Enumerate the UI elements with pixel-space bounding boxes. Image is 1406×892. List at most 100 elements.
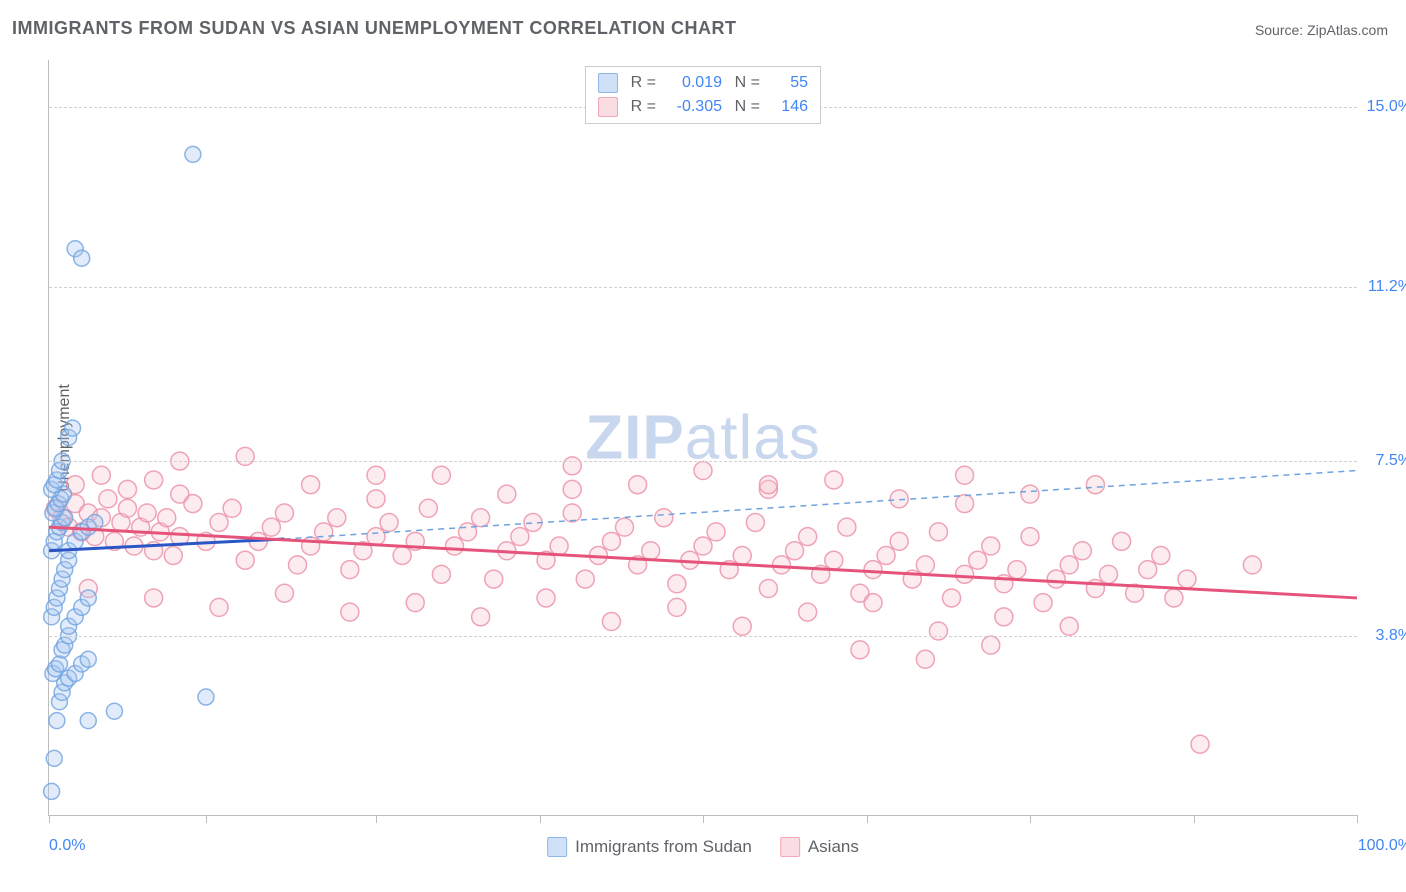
data-point: [198, 689, 214, 705]
data-point: [498, 485, 516, 503]
legend-label-asians: Asians: [808, 837, 859, 857]
legend-label-sudan: Immigrants from Sudan: [575, 837, 752, 857]
data-point: [602, 532, 620, 550]
r-label: R =: [628, 71, 656, 95]
data-point: [1086, 476, 1104, 494]
data-point: [563, 480, 581, 498]
data-point: [210, 598, 228, 616]
data-point: [328, 509, 346, 527]
data-point: [106, 703, 122, 719]
data-point: [786, 542, 804, 560]
data-point: [158, 509, 176, 527]
data-point: [733, 617, 751, 635]
data-point: [49, 713, 65, 729]
data-point: [289, 556, 307, 574]
data-point: [537, 589, 555, 607]
n-value-asians: 146: [770, 95, 808, 119]
n-value-sudan: 55: [770, 71, 808, 95]
swatch-sudan: [598, 73, 618, 93]
data-point: [511, 528, 529, 546]
grid-line: [49, 287, 1357, 288]
grid-line: [49, 461, 1357, 462]
data-point: [236, 447, 254, 465]
data-point: [74, 250, 90, 266]
data-point: [1047, 570, 1065, 588]
data-point: [1113, 532, 1131, 550]
data-point: [576, 570, 594, 588]
data-point: [1060, 556, 1078, 574]
data-point: [969, 551, 987, 569]
data-point: [406, 594, 424, 612]
data-point: [138, 504, 156, 522]
r-value-sudan: 0.019: [666, 71, 722, 95]
data-point: [890, 490, 908, 508]
data-point: [929, 523, 947, 541]
data-point: [916, 556, 934, 574]
data-point: [1034, 594, 1052, 612]
data-point: [145, 589, 163, 607]
data-point: [1060, 617, 1078, 635]
chart-title: IMMIGRANTS FROM SUDAN VS ASIAN UNEMPLOYM…: [12, 18, 736, 39]
data-point: [563, 504, 581, 522]
data-point: [341, 561, 359, 579]
data-point: [472, 608, 490, 626]
data-point: [864, 561, 882, 579]
data-point: [432, 466, 450, 484]
data-point: [92, 466, 110, 484]
data-point: [864, 594, 882, 612]
data-point: [80, 590, 96, 606]
data-point: [1139, 561, 1157, 579]
data-point: [825, 471, 843, 489]
swatch-sudan-bottom: [547, 837, 567, 857]
data-point: [772, 556, 790, 574]
data-point: [629, 476, 647, 494]
data-point: [459, 523, 477, 541]
legend-correlation: R = 0.019 N = 55 R = -0.305 N = 146: [585, 66, 821, 124]
r-label: R =: [628, 95, 656, 119]
data-point: [1152, 546, 1170, 564]
data-point: [1021, 528, 1039, 546]
data-point: [171, 485, 189, 503]
data-point: [877, 546, 895, 564]
data-point: [825, 551, 843, 569]
data-point: [445, 537, 463, 555]
legend-series: Immigrants from Sudan Asians: [547, 837, 859, 857]
data-point: [851, 641, 869, 659]
data-point: [616, 518, 634, 536]
data-point: [655, 509, 673, 527]
data-point: [210, 513, 228, 531]
data-point: [380, 513, 398, 531]
data-point: [302, 476, 320, 494]
data-point: [956, 495, 974, 513]
x-tick: [1194, 815, 1195, 823]
data-point: [164, 546, 182, 564]
data-point: [642, 542, 660, 560]
legend-item-sudan: Immigrants from Sudan: [547, 837, 752, 857]
swatch-asians: [598, 97, 618, 117]
data-point: [602, 613, 620, 631]
data-point: [929, 622, 947, 640]
data-point: [223, 499, 241, 517]
y-tick-label: 15.0%: [1367, 98, 1406, 116]
svg-scatter-layer: [49, 60, 1357, 815]
x-tick: [49, 815, 50, 823]
data-point: [341, 603, 359, 621]
x-tick: [540, 815, 541, 823]
data-point: [80, 651, 96, 667]
x-tick: [376, 815, 377, 823]
data-point: [1243, 556, 1261, 574]
x-tick: [703, 815, 704, 823]
data-point: [890, 532, 908, 550]
data-point: [118, 480, 136, 498]
data-point: [1008, 561, 1026, 579]
data-point: [1178, 570, 1196, 588]
data-point: [943, 589, 961, 607]
source-label: Source: ZipAtlas.com: [1255, 22, 1388, 38]
x-tick: [206, 815, 207, 823]
data-point: [367, 466, 385, 484]
data-point: [236, 551, 254, 569]
data-point: [982, 636, 1000, 654]
x-tick-label: 0.0%: [49, 837, 85, 855]
y-tick-label: 7.5%: [1376, 452, 1406, 470]
swatch-asians-bottom: [780, 837, 800, 857]
